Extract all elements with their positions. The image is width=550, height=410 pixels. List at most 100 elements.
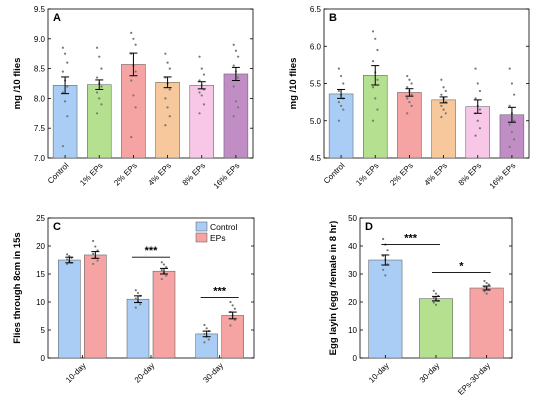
data-point bbox=[237, 76, 240, 79]
data-point bbox=[61, 70, 64, 73]
significance-marker: * bbox=[432, 261, 491, 274]
data-point bbox=[513, 138, 516, 141]
data-point bbox=[508, 123, 511, 126]
data-point bbox=[166, 106, 169, 109]
data-point bbox=[371, 119, 375, 122]
data-point bbox=[478, 89, 482, 93]
x-tick-label: 30-day bbox=[418, 361, 442, 385]
legend-label: EPs bbox=[210, 233, 226, 243]
panel-label: B bbox=[329, 12, 337, 24]
data-point bbox=[66, 85, 69, 88]
bar bbox=[87, 84, 112, 159]
data-point bbox=[66, 115, 69, 118]
data-point bbox=[98, 97, 101, 100]
error-bar bbox=[134, 295, 142, 304]
y-tick-label: 7.5 bbox=[34, 124, 46, 133]
significance-label: * bbox=[459, 261, 464, 273]
error-bar bbox=[432, 295, 440, 302]
bar bbox=[223, 73, 249, 159]
data-point bbox=[136, 291, 140, 295]
data-point bbox=[134, 43, 137, 46]
data-point bbox=[162, 263, 166, 266]
data-point bbox=[92, 262, 95, 266]
data-point bbox=[61, 91, 64, 94]
y-tick-label: 6.0 bbox=[310, 42, 322, 51]
data-point bbox=[440, 93, 443, 96]
significance-marker: *** bbox=[381, 233, 440, 246]
y-tick-label: 0 bbox=[41, 354, 46, 363]
data-point bbox=[198, 79, 201, 82]
data-point bbox=[406, 86, 409, 89]
y-tick-label: 9.0 bbox=[34, 35, 46, 44]
x-tick-label: 2% EPs bbox=[112, 161, 138, 187]
error-bar bbox=[381, 254, 390, 266]
panel-label: A bbox=[53, 12, 61, 24]
data-point bbox=[483, 290, 486, 293]
data-point bbox=[130, 136, 133, 139]
data-point bbox=[474, 134, 477, 137]
data-point bbox=[485, 281, 488, 285]
data-point bbox=[96, 259, 99, 262]
data-point bbox=[440, 115, 443, 119]
y-tick-label: 50 bbox=[348, 214, 357, 223]
y-axis-label: mg /10 flies bbox=[288, 58, 299, 110]
panel-label: D bbox=[365, 221, 373, 233]
error-bar bbox=[91, 251, 100, 259]
x-tick-label: Control bbox=[322, 161, 347, 186]
data-point bbox=[485, 292, 488, 295]
bar bbox=[121, 64, 146, 159]
bar bbox=[363, 75, 388, 159]
data-point bbox=[200, 94, 203, 97]
y-tick-label: 30 bbox=[348, 270, 357, 279]
data-point bbox=[476, 119, 479, 122]
data-point bbox=[232, 115, 235, 118]
data-point bbox=[95, 91, 99, 94]
y-tick-label: 6.5 bbox=[310, 5, 322, 14]
bars bbox=[368, 259, 504, 359]
panel-b: 4.5 5.0 5.5 6.0 6.5 mg /10 flies B Control 1% EP… bbox=[288, 5, 530, 191]
error-bar bbox=[61, 76, 70, 95]
data-point bbox=[444, 112, 447, 115]
error-bar bbox=[482, 285, 491, 291]
data-point bbox=[63, 100, 67, 103]
data-point bbox=[232, 85, 235, 88]
bar bbox=[52, 85, 78, 159]
error-bar bbox=[337, 88, 346, 99]
data-point bbox=[232, 43, 235, 46]
data-point bbox=[442, 86, 445, 89]
y-tick-label: 5.5 bbox=[310, 80, 322, 89]
data-point bbox=[476, 82, 479, 85]
x-tick-label: 8% EPs bbox=[457, 161, 483, 187]
y-tick-label: 7.0 bbox=[34, 154, 46, 163]
x-tick-label: 8% EPs bbox=[181, 161, 207, 187]
data-point bbox=[94, 245, 97, 248]
data-point bbox=[98, 55, 101, 58]
y-tick-label: 10 bbox=[348, 326, 357, 335]
data-point bbox=[130, 79, 133, 82]
x-tick-label: 1% EPs bbox=[78, 161, 104, 187]
data-point bbox=[160, 277, 163, 281]
data-point bbox=[61, 46, 64, 49]
error-bar bbox=[95, 79, 104, 90]
y-tick-label: 0 bbox=[353, 354, 358, 363]
panel-d: 0 10 20 30 40 50 Egg layin (egg /female in 8 h… bbox=[328, 214, 513, 397]
bar bbox=[152, 270, 176, 359]
data-point bbox=[139, 303, 142, 306]
plot-frame bbox=[323, 8, 530, 159]
data-point bbox=[386, 249, 389, 252]
bars bbox=[52, 64, 249, 159]
panel-label: C bbox=[53, 221, 61, 233]
legend-swatch bbox=[195, 221, 208, 232]
data-point bbox=[134, 106, 137, 109]
data-point bbox=[339, 104, 343, 107]
data-point bbox=[205, 327, 208, 330]
data-point bbox=[474, 67, 477, 70]
data-point bbox=[200, 67, 203, 70]
data-point bbox=[95, 112, 99, 115]
panel-c: 0 5 10 15 20 25 Flies through 8cm in 15s C 10-da… bbox=[12, 214, 255, 385]
error-bar bbox=[197, 81, 206, 90]
data-point bbox=[165, 274, 168, 277]
x-tick-label: 2% EPs bbox=[388, 161, 414, 187]
